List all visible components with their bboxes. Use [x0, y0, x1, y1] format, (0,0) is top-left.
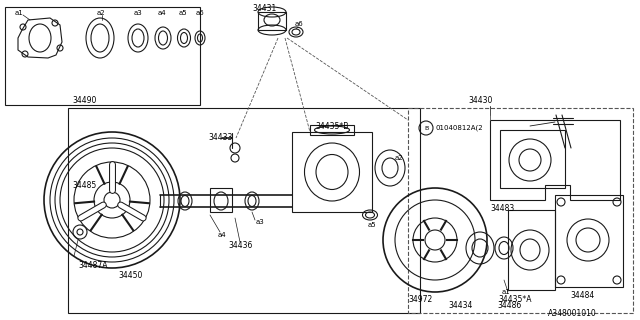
Text: a3: a3: [134, 10, 143, 16]
Bar: [292, 132, 372, 212]
Text: a1: a1: [502, 289, 511, 295]
Text: B: B: [424, 125, 428, 131]
Text: a6: a6: [295, 21, 304, 27]
Bar: [5, 7, 200, 105]
Text: a5: a5: [368, 222, 376, 228]
Bar: [555, 195, 623, 287]
Text: a1: a1: [15, 10, 24, 16]
Text: a4: a4: [218, 232, 227, 238]
Bar: [408, 108, 633, 313]
Text: 34483: 34483: [490, 204, 515, 212]
Text: 34436: 34436: [228, 241, 252, 250]
Bar: [310, 125, 354, 135]
Bar: [210, 188, 232, 212]
Bar: [68, 108, 420, 313]
Text: a2: a2: [97, 10, 106, 16]
Text: a6: a6: [196, 10, 205, 16]
Bar: [258, 12, 286, 30]
Text: 34431: 34431: [252, 4, 276, 12]
Text: A348001010: A348001010: [548, 308, 596, 317]
Text: 34435*A: 34435*A: [498, 295, 531, 305]
Text: 34433: 34433: [208, 132, 232, 141]
Text: 34972: 34972: [408, 295, 432, 305]
Text: 34484: 34484: [570, 291, 595, 300]
Text: 01040812A(2: 01040812A(2: [435, 125, 483, 131]
Text: 34487A: 34487A: [78, 260, 108, 269]
Text: 34450: 34450: [118, 270, 142, 279]
Text: a2: a2: [395, 155, 404, 161]
Text: a4: a4: [158, 10, 166, 16]
Text: 34490: 34490: [73, 95, 97, 105]
Text: 34485: 34485: [72, 180, 96, 189]
Text: a3: a3: [256, 219, 265, 225]
Text: 34486: 34486: [497, 300, 521, 309]
Text: 34430: 34430: [468, 95, 492, 105]
Text: 34435*B: 34435*B: [315, 122, 348, 131]
Text: 34434: 34434: [448, 300, 472, 309]
Bar: [500, 130, 565, 188]
Text: a5: a5: [179, 10, 188, 16]
